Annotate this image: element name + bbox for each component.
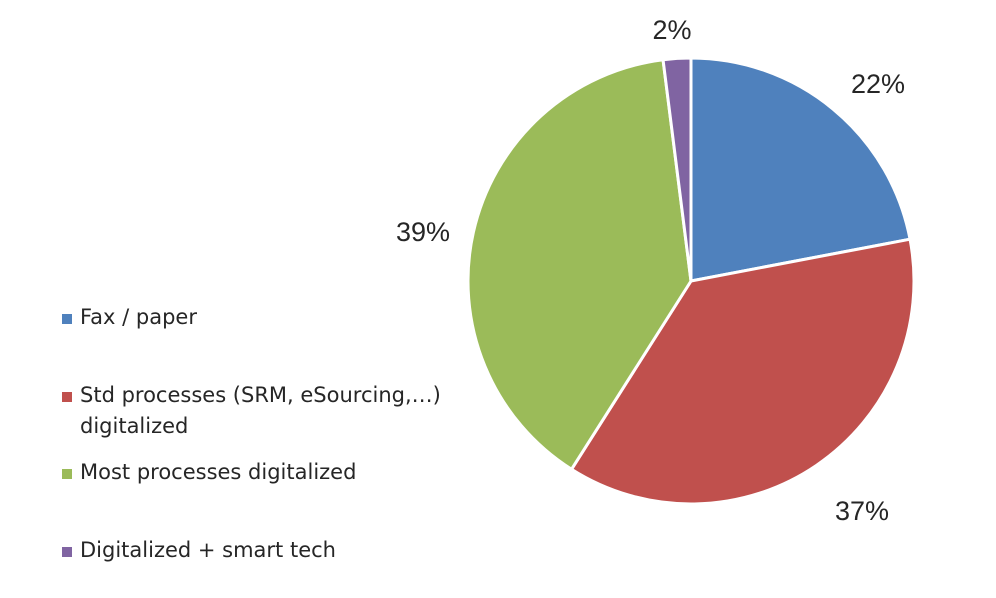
pie-slice-2 <box>570 237 916 506</box>
pie-data-labels: 22% 37% 39% 2% <box>396 15 905 526</box>
legend-label: Std processes (SRM, eSourcing,…) digital… <box>80 383 441 438</box>
data-label-2: 37% <box>835 496 889 526</box>
pie-slice-1 <box>689 56 912 283</box>
pie-slices <box>466 56 916 506</box>
data-label-4: 2% <box>652 15 691 45</box>
legend-swatch <box>62 392 72 402</box>
legend-swatch <box>62 314 72 324</box>
legend-swatch <box>62 469 72 479</box>
legend-label: Digitalized + smart tech <box>80 538 336 562</box>
pie-slice-4 <box>661 56 693 283</box>
legend-item-1: Fax / paper <box>62 302 462 333</box>
legend-item-2: Std processes (SRM, eSourcing,…) digital… <box>62 380 462 442</box>
legend-item-3: Most processes digitalized <box>62 457 462 488</box>
legend-swatch <box>62 547 72 557</box>
legend-item-4: Digitalized + smart tech <box>62 535 462 566</box>
legend-label: Most processes digitalized <box>80 460 357 484</box>
data-label-3: 39% <box>396 217 450 247</box>
data-label-1: 22% <box>851 69 905 99</box>
legend-label: Fax / paper <box>80 305 197 329</box>
pie-slice-3 <box>466 58 693 471</box>
